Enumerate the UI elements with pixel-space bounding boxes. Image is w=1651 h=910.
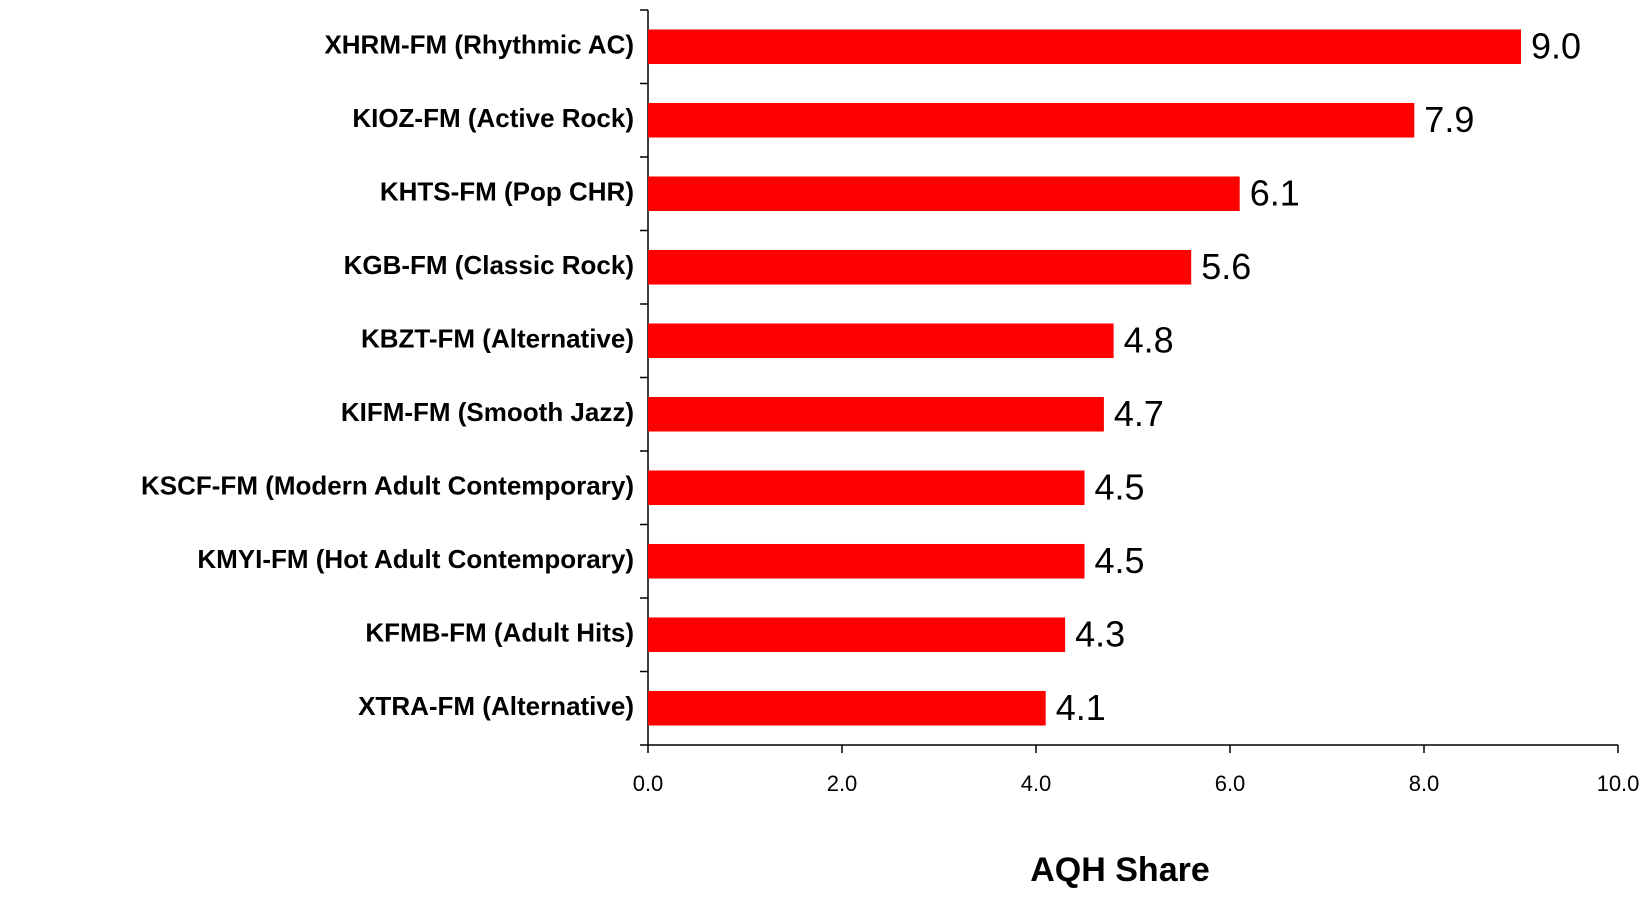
x-tick-label: 2.0: [827, 771, 858, 796]
y-tick-label: XTRA-FM (Alternative): [358, 691, 634, 721]
bar: [648, 396, 1104, 432]
y-tick-label: KGB-FM (Classic Rock): [344, 250, 634, 280]
bar: [648, 102, 1415, 138]
x-tick-label: 4.0: [1021, 771, 1052, 796]
bar: [648, 617, 1066, 653]
y-tick-label: KMYI-FM (Hot Adult Contemporary): [197, 544, 634, 574]
x-tick-label: 0.0: [633, 771, 664, 796]
value-label: 6.1: [1250, 172, 1300, 213]
value-label: 7.9: [1424, 99, 1474, 140]
value-label: 9.0: [1531, 25, 1581, 66]
bar: [648, 176, 1240, 212]
bar: [648, 690, 1046, 726]
x-axis-title: AQH Share: [1030, 851, 1210, 889]
value-label: 4.3: [1075, 613, 1125, 654]
x-tick-label: 6.0: [1215, 771, 1246, 796]
y-tick-label: XHRM-FM (Rhythmic AC): [324, 30, 634, 60]
y-tick-label: KHTS-FM (Pop CHR): [380, 177, 634, 207]
bar: [648, 470, 1085, 506]
x-tick-label: 10.0: [1597, 771, 1640, 796]
y-tick-label: KIFM-FM (Smooth Jazz): [341, 397, 634, 427]
value-label: 4.1: [1056, 687, 1106, 728]
bar: [648, 543, 1085, 579]
bar: [648, 249, 1192, 285]
bar: [648, 323, 1114, 359]
y-tick-label: KIOZ-FM (Active Rock): [352, 103, 634, 133]
value-label: 5.6: [1201, 246, 1251, 287]
value-label: 4.5: [1095, 466, 1145, 507]
value-label: 4.5: [1095, 540, 1145, 581]
value-label: 4.7: [1114, 393, 1164, 434]
x-tick-label: 8.0: [1409, 771, 1440, 796]
y-tick-label: KBZT-FM (Alternative): [361, 324, 634, 354]
y-tick-label: KSCF-FM (Modern Adult Contemporary): [141, 471, 634, 501]
y-tick-label: KFMB-FM (Adult Hits): [365, 618, 634, 648]
value-label: 4.8: [1124, 319, 1174, 360]
bar: [648, 29, 1521, 65]
